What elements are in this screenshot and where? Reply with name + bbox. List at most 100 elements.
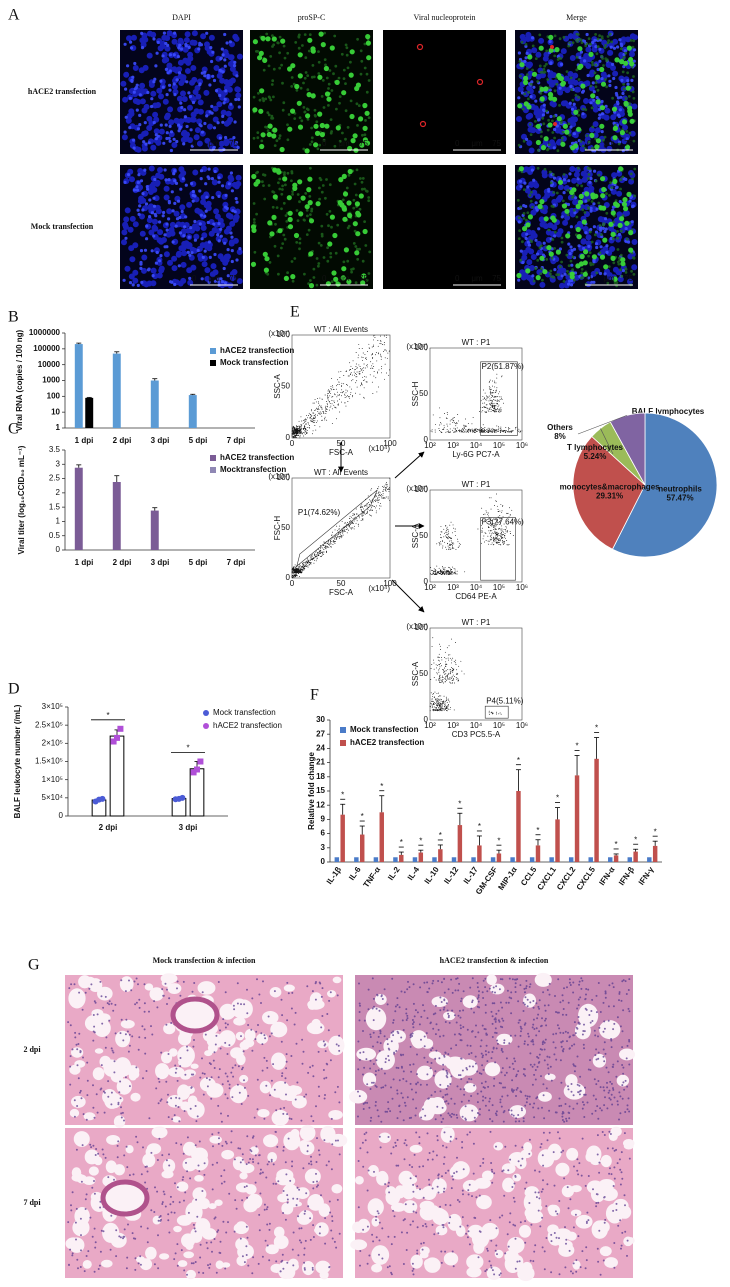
x-tick-label: 5 dpi	[189, 436, 208, 445]
bar	[393, 857, 398, 862]
slice-name: T lymphocytes	[567, 443, 624, 452]
y-tick-label: 6	[321, 829, 326, 838]
flow-title: WT : All Events	[314, 468, 368, 477]
data-point	[197, 758, 204, 765]
flow-multiplier: (x10⁴)	[368, 444, 390, 453]
flow-y-tick-label: 50	[419, 531, 428, 540]
y-tick-label: 2×10⁵	[42, 738, 63, 747]
scale-bar-label: 75	[229, 139, 238, 148]
y-axis-label: BALF leukocyte number (/mL)	[13, 704, 22, 818]
x-tick-label: 2 dpi	[99, 823, 118, 832]
x-tick-label: 1 dpi	[75, 436, 94, 445]
flow-x-tick-label: 10²	[424, 583, 436, 592]
legend-marker	[203, 710, 209, 716]
flow-x-label: FSC-A	[329, 588, 354, 597]
bar	[627, 857, 633, 862]
row-label: hACE2 transfection	[28, 87, 97, 96]
bar	[340, 814, 345, 862]
column-header: hACE2 transfection & infection	[440, 956, 549, 965]
x-tick-label: 3 dpi	[151, 558, 170, 567]
scale-bar-label: 75	[359, 274, 368, 283]
bar	[549, 857, 554, 862]
flow-y-tick-label: 100	[415, 485, 429, 494]
flow-y-tick-label: 100	[277, 330, 291, 339]
x-tick-label: 3 dpi	[179, 823, 198, 832]
x-tick-label: 3 dpi	[151, 436, 170, 445]
significance-label: *	[615, 840, 618, 849]
y-tick-label: 9	[321, 815, 326, 824]
viral-stain	[416, 43, 484, 128]
data-point	[194, 766, 200, 773]
bar	[354, 857, 359, 862]
scale-bar-label: μm	[603, 274, 615, 283]
slice-label: neutrophils 57.47%	[658, 484, 702, 502]
significance-label: *	[439, 831, 442, 840]
data-point	[179, 794, 186, 801]
scale-bar-label: 75	[492, 139, 501, 148]
flow-plot-frame	[429, 627, 523, 721]
bar	[189, 768, 205, 817]
slice-value: 57.47%	[666, 493, 693, 502]
bar	[510, 857, 515, 862]
legend-label: Mock transfection	[220, 358, 289, 367]
slice-label: Others 8%	[547, 423, 573, 441]
panel-label: C	[8, 421, 19, 438]
flow-gate	[480, 517, 516, 581]
legend-label: hACE2 transfection	[350, 738, 424, 747]
flow-title: WT : P1	[462, 618, 491, 627]
scale-bar-label: μm	[208, 274, 220, 283]
legend-label: Mocktransfection	[220, 465, 286, 474]
bar	[150, 510, 159, 550]
x-tick-label: 2 dpi	[113, 558, 132, 567]
y-tick-label: 0	[321, 857, 326, 866]
flow-y-tick-label: 0	[286, 573, 291, 582]
row-label: Mock transfection	[31, 222, 94, 231]
flow-multiplier: (x10⁴)	[268, 329, 290, 338]
micrograph	[383, 30, 506, 154]
flow-title: WT : All Events	[314, 325, 368, 334]
alveoli	[350, 1126, 635, 1282]
panel-label: F	[310, 687, 319, 704]
column-header: Viral nucleoprotein	[414, 13, 476, 22]
y-tick-label: 27	[316, 729, 325, 738]
flow-arrow	[391, 579, 425, 613]
leader-line	[600, 428, 614, 455]
bar	[432, 857, 437, 862]
flow-multiplier: (x10⁴)	[406, 484, 428, 493]
flow-y-tick-label: 100	[415, 623, 429, 632]
nuclei	[121, 165, 243, 289]
data-point	[190, 769, 197, 776]
significance-label: *	[556, 794, 559, 803]
flow-multiplier: (x10⁴)	[406, 342, 428, 351]
legend-marker	[210, 360, 216, 366]
scale-bar-label: μm	[338, 139, 350, 148]
flow-y-tick-label: 50	[419, 389, 428, 398]
nuclei	[120, 30, 243, 153]
significance-label: *	[361, 812, 364, 821]
y-tick-label: 100000	[33, 344, 60, 353]
pie-slice	[572, 435, 646, 550]
flow-gate	[296, 489, 378, 567]
bar	[379, 812, 384, 862]
airway	[100, 1179, 150, 1217]
bar	[529, 857, 535, 862]
cell-stain	[252, 31, 371, 152]
bar	[418, 852, 424, 862]
legend-label: hACE2 transfection	[220, 453, 294, 462]
y-tick-label: 30	[316, 715, 325, 724]
scale-bar-label: 0	[455, 274, 460, 283]
y-tick-label: 3	[321, 843, 326, 852]
bar	[652, 845, 658, 862]
x-tick-label: 2 dpi	[113, 436, 132, 445]
flow-x-tick-label: 10⁴	[470, 583, 483, 592]
nuclei	[122, 167, 242, 287]
bar	[633, 851, 638, 862]
slice-name: Others	[547, 423, 573, 432]
flow-x-tick-label: 10⁵	[493, 721, 505, 730]
flow-multiplier: (x10⁴)	[368, 584, 390, 593]
flow-y-label: SSC-A	[411, 661, 420, 686]
flow-gate	[484, 705, 509, 719]
flow-x-tick-label: 10³	[447, 441, 459, 450]
flow-y-tick-label: 0	[424, 715, 429, 724]
